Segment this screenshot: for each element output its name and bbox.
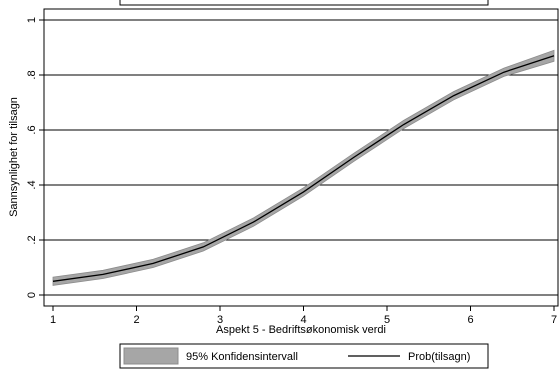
y-tick-label: .6	[26, 125, 38, 134]
prob-line-layer	[52, 55, 555, 282]
grid	[44, 19, 558, 296]
x-tick-label: 4	[300, 314, 306, 326]
x-tick-label: 1	[50, 314, 56, 326]
legend-box	[119, 343, 489, 369]
x-tick-label: 7	[551, 314, 557, 326]
legend: 95% Konfidensintervall Prob(tilsagn)	[119, 343, 489, 369]
top-legend-box	[119, 0, 489, 6]
x-tick-label: 3	[217, 314, 223, 326]
plot-area	[43, 8, 559, 307]
x-tick-label: 6	[467, 314, 473, 326]
y-tick-label: 1	[26, 17, 38, 23]
y-tick-label: .8	[26, 70, 38, 79]
prob-line	[52, 55, 555, 282]
y-tick-label: 0	[26, 292, 38, 298]
x-axis: 1 2 3 4 5 6 7	[50, 306, 557, 326]
legend-band-label: 95% Konfidensintervall	[186, 351, 298, 363]
legend-line-label: Prob(tilsagn)	[408, 351, 470, 363]
y-tick-label: .2	[26, 235, 38, 244]
confidence-band	[52, 49, 555, 286]
x-axis-title: Aspekt 5 - Bedriftsøkonomisk verdi	[216, 324, 386, 336]
legend-band-swatch	[123, 347, 179, 365]
confidence-band-layer	[52, 49, 555, 286]
y-axis-title: Sannsynlighet for tilsagn	[8, 97, 20, 217]
x-tick-label: 2	[133, 314, 139, 326]
x-tick-label: 5	[384, 314, 390, 326]
y-axis: 0 .2 .4 .6 .8 1	[26, 17, 44, 298]
y-tick-label: .4	[26, 180, 38, 189]
